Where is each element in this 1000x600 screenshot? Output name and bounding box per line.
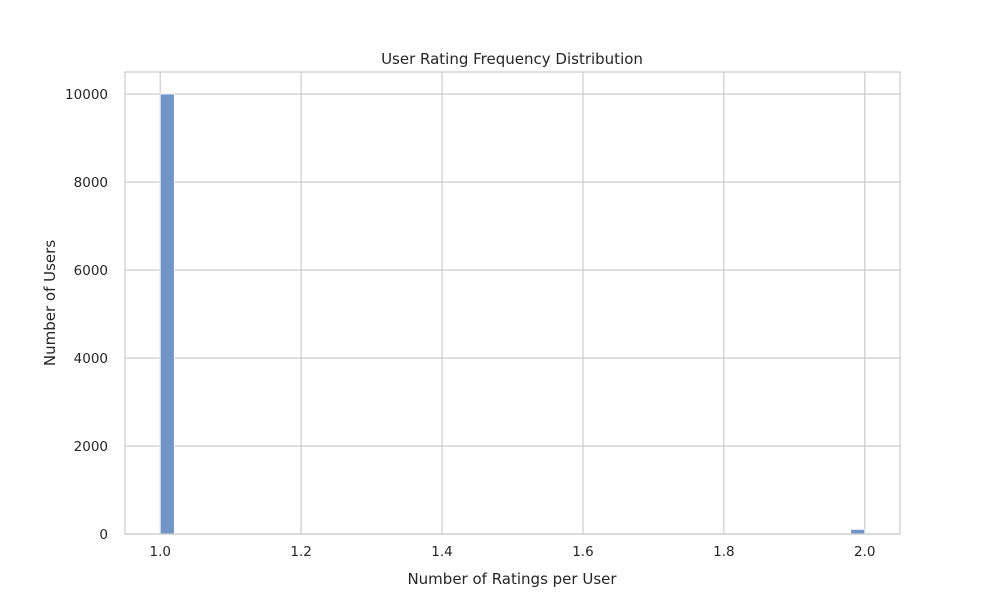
x-tick-labels: 1.0 1.2 1.4 1.6 1.8 2.0 xyxy=(149,544,875,560)
grid-layer xyxy=(125,72,900,535)
histogram-bar xyxy=(159,93,175,535)
y-tick-label: 0 xyxy=(99,527,108,543)
bars-layer xyxy=(159,93,866,535)
x-tick-label: 2.0 xyxy=(854,544,875,560)
x-tick-label: 1.2 xyxy=(290,544,311,560)
y-tick-labels: 0 2000 4000 6000 8000 10000 xyxy=(65,87,108,543)
y-tick-label: 8000 xyxy=(74,175,108,191)
y-tick-label: 2000 xyxy=(74,439,108,455)
x-tick-label: 1.6 xyxy=(572,544,593,560)
y-tick-label: 6000 xyxy=(74,263,108,279)
x-tick-label: 1.4 xyxy=(431,544,452,560)
x-tick-label: 1.0 xyxy=(149,544,170,560)
plot-frame xyxy=(124,71,901,535)
y-axis-label: Number of Users xyxy=(41,240,59,366)
y-tick-label: 4000 xyxy=(74,351,108,367)
x-axis-label: Number of Ratings per User xyxy=(407,570,617,588)
x-tick-label: 1.8 xyxy=(713,544,734,560)
chart-title: User Rating Frequency Distribution xyxy=(381,50,643,68)
y-tick-label: 10000 xyxy=(65,87,108,103)
histogram-bar xyxy=(850,528,866,535)
